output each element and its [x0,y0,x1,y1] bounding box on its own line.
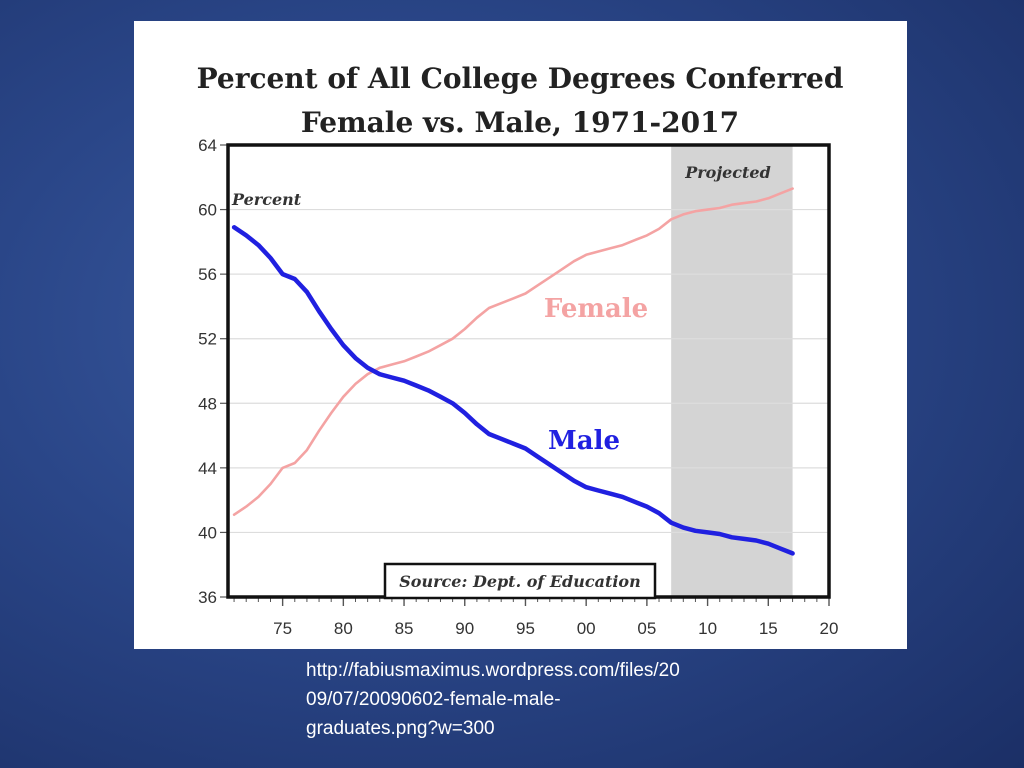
y-tick-label: 52 [198,330,217,349]
caption-line-3: graduates.png?w=300 [306,718,495,739]
y-tick-label: 40 [198,523,217,542]
y-tick-label: 48 [198,394,217,413]
female-series-line [232,187,794,516]
y-axis-label: Percent [231,190,302,209]
y-tick-label: 44 [198,459,217,478]
y-tick-label: 56 [198,265,217,284]
projected-region [671,145,793,597]
x-tick-label: 15 [759,619,778,638]
caption-line-1: http://fabiusmaximus.wordpress.com/files… [306,660,680,681]
projected-region-layer [671,145,793,597]
female-series-label: Female [544,294,648,324]
x-tick-label: 05 [637,619,656,638]
x-tick-label: 95 [516,619,535,638]
chart-subtitle: Female vs. Male, 1971-2017 [301,106,739,139]
source-note: Source: Dept. of Education [399,572,640,591]
chart-title: Percent of All College Degrees Conferred [197,62,844,95]
source-note-box [383,562,657,600]
x-tick-label: 75 [273,619,292,638]
y-tick-label: 64 [198,136,217,155]
y-tick-label: 60 [198,201,217,220]
x-tick-label: 00 [577,619,596,638]
male-series-line [231,225,795,556]
chart-svg: Percent of All College Degrees Conferred… [197,62,844,638]
chart-panel: Percent of All College Degrees Conferred… [134,21,907,649]
male-series-label: Male [548,426,620,456]
x-tick-label: 90 [455,619,474,638]
series-layer [231,187,795,556]
x-tick-label: 80 [334,619,353,638]
x-tick-label: 20 [820,619,839,638]
x-tick-label: 85 [395,619,414,638]
x-tick-label: 10 [698,619,717,638]
image-source-caption: http://fabiusmaximus.wordpress.com/files… [306,656,806,743]
grid-layer [228,208,829,534]
y-tick-label: 36 [198,588,217,607]
projected-label: Projected [684,163,771,182]
caption-line-2: 09/07/20090602-female-male- [306,689,561,710]
